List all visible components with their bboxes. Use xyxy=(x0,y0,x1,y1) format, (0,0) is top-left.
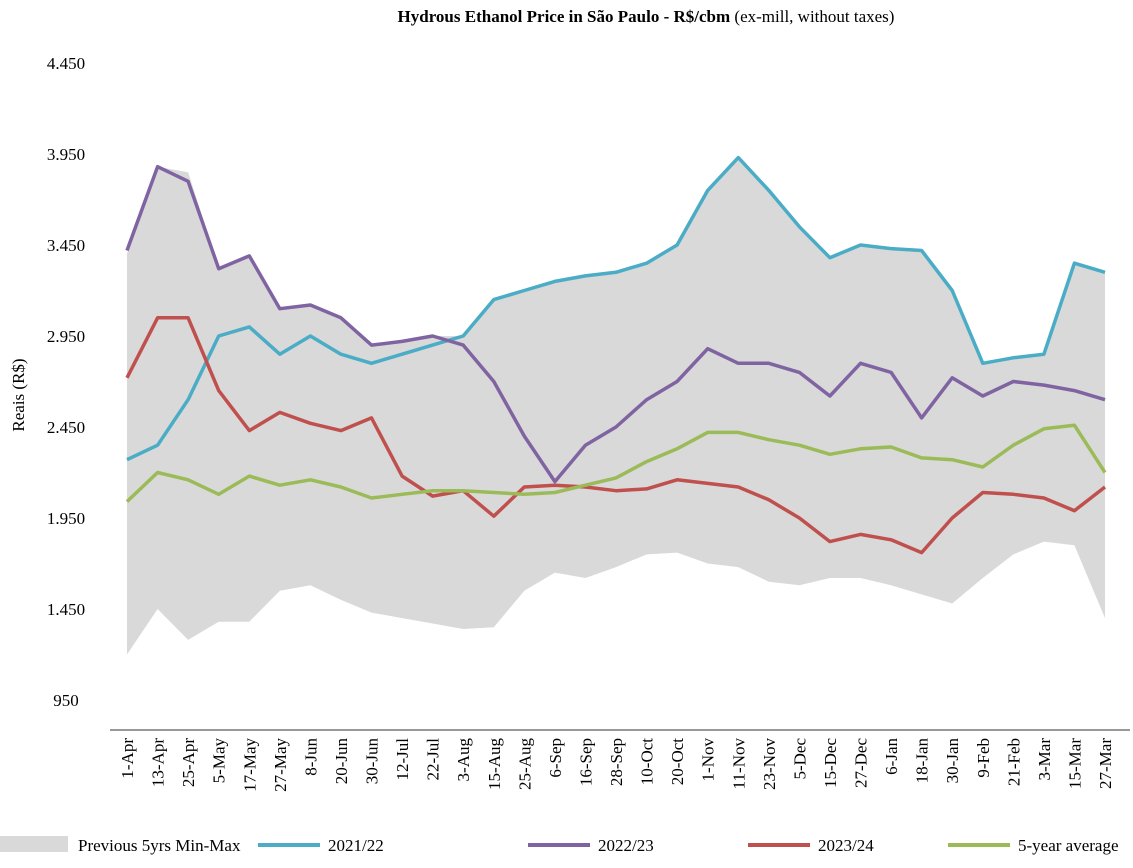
y-tick-label: 3.950 xyxy=(47,145,85,164)
x-tick-label: 27-Dec xyxy=(852,738,871,788)
y-tick-label: 950 xyxy=(53,691,79,710)
x-tick-label: 15-Dec xyxy=(821,738,840,788)
x-tick-label: 1-Nov xyxy=(699,738,718,782)
x-tick-label: 9-Feb xyxy=(974,738,993,778)
legend-label: 2021/22 xyxy=(328,836,384,855)
title-main: Hydrous Ethanol Price in São Paulo - R$/… xyxy=(398,7,731,26)
x-tick-label: 13-Apr xyxy=(149,738,168,787)
x-tick-label: 12-Jul xyxy=(393,738,412,781)
y-tick-label: 2.450 xyxy=(47,418,85,437)
x-tick-label: 1-Apr xyxy=(118,738,137,779)
x-tick-label: 27-Mar xyxy=(1096,738,1115,789)
legend-label: 5-year average xyxy=(1018,836,1119,855)
x-tick-label: 30-Jan xyxy=(943,738,962,784)
y-tick-label: 1.950 xyxy=(47,509,85,528)
band-low xyxy=(127,541,1105,730)
x-tick-label: 15-Mar xyxy=(1065,738,1084,789)
x-tick-label: 18-Jan xyxy=(913,738,932,784)
x-tick-label: 23-Nov xyxy=(760,738,779,790)
legend-label: 2023/24 xyxy=(818,836,874,855)
x-tick-label: 11-Nov xyxy=(729,738,748,790)
title-note: (ex-mill, without taxes) xyxy=(734,7,894,26)
x-tick-label: 25-Apr xyxy=(179,738,198,787)
x-tick-label: 3-Mar xyxy=(1035,738,1054,781)
series-line xyxy=(126,155,1106,462)
x-tick-label: 3-Aug xyxy=(454,738,473,782)
x-tick-label: 21-Feb xyxy=(1004,738,1023,786)
x-tick-label: 20-Jun xyxy=(332,738,351,785)
legend-label: 2022/23 xyxy=(598,836,654,855)
y-tick-label: 4.450 xyxy=(47,54,85,73)
x-tick-label: 10-Oct xyxy=(638,738,657,785)
x-tick-label: 6-Sep xyxy=(546,738,565,778)
x-tick-label: 20-Oct xyxy=(668,738,687,785)
y-tick-label: 1.450 xyxy=(47,600,85,619)
x-tick-label: 8-Jun xyxy=(301,738,320,776)
x-tick-label: 22-Jul xyxy=(424,738,443,781)
x-tick-label: 17-May xyxy=(240,738,259,792)
series-line xyxy=(125,164,1106,484)
x-tick-label: 27-May xyxy=(271,738,290,792)
legend-label: Previous 5yrs Min-Max xyxy=(78,836,241,855)
series-line xyxy=(125,423,1107,503)
y-tick-label: 2.950 xyxy=(47,327,85,346)
y-axis-label: Reais (R$) xyxy=(9,358,28,431)
chart-title: Hydrous Ethanol Price in São Paulo - R$/… xyxy=(398,7,895,26)
x-tick-label: 6-Jan xyxy=(882,738,901,775)
x-tick-label: 30-Jun xyxy=(363,738,382,785)
legend-swatch xyxy=(0,836,68,852)
series-line xyxy=(125,316,1107,555)
x-tick-label: 15-Aug xyxy=(485,738,504,790)
y-tick-label: 3.450 xyxy=(47,236,85,255)
x-tick-label: 25-Aug xyxy=(515,738,534,790)
x-tick-label: 16-Sep xyxy=(576,738,595,786)
x-tick-label: 5-May xyxy=(210,738,229,784)
x-tick-label: 5-Dec xyxy=(790,738,809,780)
x-tick-label: 28-Sep xyxy=(607,738,626,786)
